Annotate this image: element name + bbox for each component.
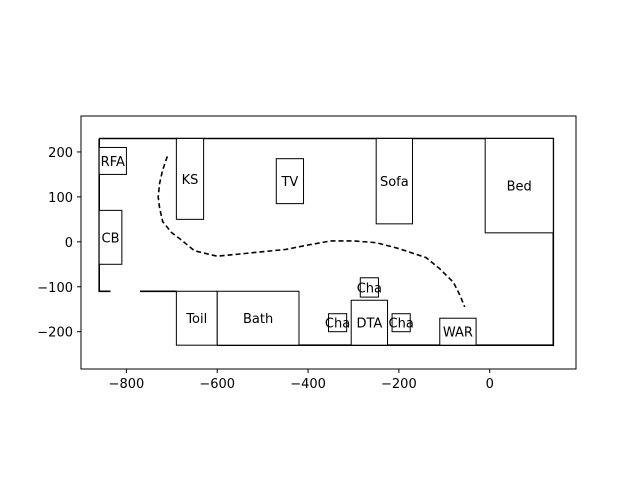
room-label-war: WAR [443, 326, 473, 341]
room-label-cha: Cha [389, 317, 414, 332]
room-box-cha [328, 313, 348, 333]
room-box-bed [484, 137, 554, 234]
y-tick-label: 200 [48, 146, 73, 161]
room-label-cha: Cha [357, 281, 382, 296]
room-box-ks [175, 137, 205, 220]
wall-segment [98, 138, 111, 293]
room-label-rfa: RFA [101, 155, 125, 170]
room-label-tv: TV [280, 175, 298, 190]
y-tick-label: 100 [48, 191, 73, 206]
ticks-layer: −800 −600 −400 −200 0 200 100 0 −100 −200 [37, 146, 494, 392]
room-label-cb: CB [102, 231, 120, 246]
axes-frame [80, 115, 577, 370]
room-box-tv [275, 158, 305, 205]
room-label-bath: Bath [243, 312, 273, 327]
x-tick-label: −200 [381, 377, 417, 392]
room-box-cha [359, 277, 379, 298]
x-tick-label: 0 [486, 377, 494, 392]
path-layer [157, 156, 466, 308]
trajectory-path [157, 156, 466, 308]
room-label-bed: Bed [507, 180, 532, 195]
room-box-bath [216, 290, 300, 346]
room-label-ks: KS [182, 173, 199, 188]
room-box-cha [391, 313, 411, 333]
x-tick-label: −400 [290, 377, 326, 392]
x-tick-label: −800 [109, 377, 145, 392]
room-box-toil [175, 290, 218, 346]
room-box-cb [98, 209, 123, 265]
room-box-dta [350, 299, 389, 346]
room-label-sofa: Sofa [380, 175, 409, 190]
rooms-layer: RFA KS TV Sofa Bed CB Toil Bath Cha Cha DTA Cha WAR [98, 137, 554, 346]
room-box-rfa [98, 146, 127, 175]
room-label-cha: Cha [325, 317, 350, 332]
room-label-dta: DTA [356, 317, 382, 332]
y-tick-label: −100 [37, 281, 73, 296]
room-label-toil: Toil [185, 312, 207, 327]
y-tick-label: 0 [65, 236, 73, 251]
y-tick-label: −200 [37, 326, 73, 341]
room-box-sofa [375, 137, 414, 225]
x-tick-label: −600 [199, 377, 235, 392]
room-box-war [439, 317, 477, 346]
